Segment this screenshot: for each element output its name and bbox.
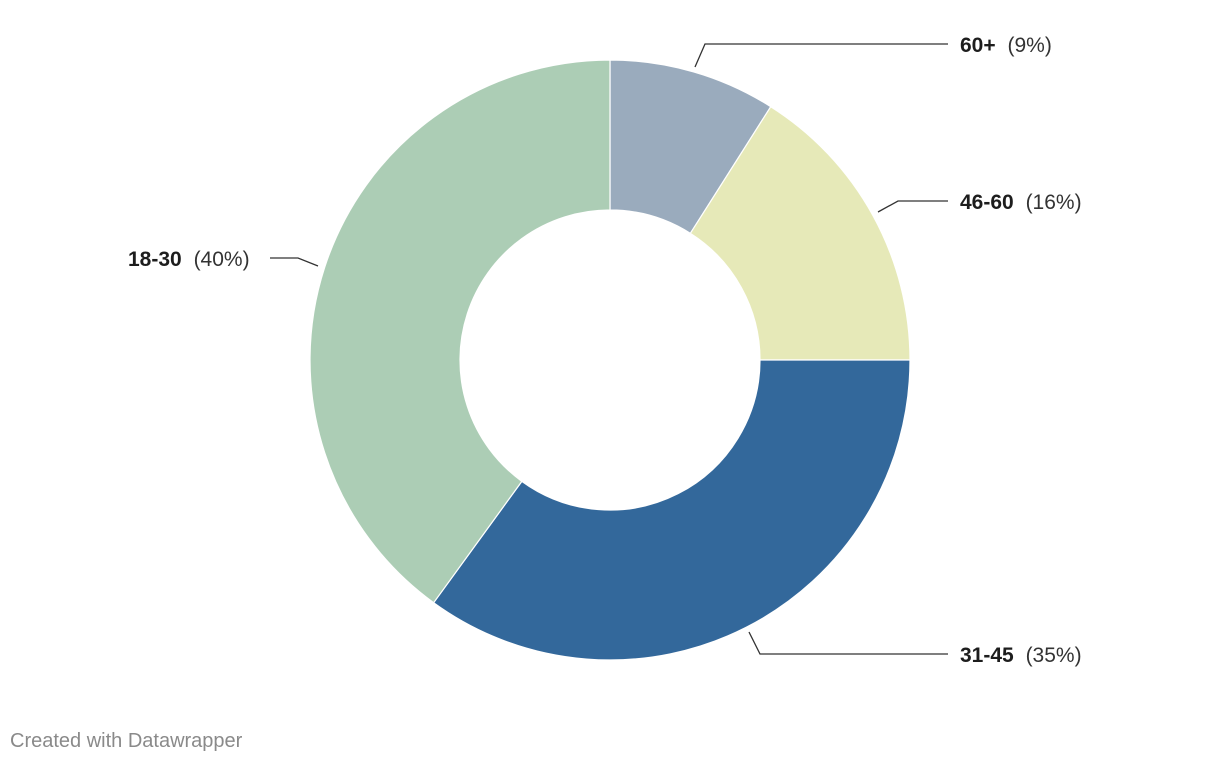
label-31-45: 31-45 (35%) bbox=[960, 644, 1082, 667]
leader-line-60plus bbox=[694, 43, 948, 68]
label-31-45-name: 31-45 bbox=[960, 644, 1014, 667]
slice-18-30 bbox=[309, 59, 611, 604]
label-18-30-pct: (40%) bbox=[194, 248, 250, 271]
label-46-60-pct: (16%) bbox=[1026, 191, 1082, 214]
footer-credit: Created with Datawrapper bbox=[10, 730, 243, 752]
slice-46-60 bbox=[689, 105, 911, 361]
label-60plus-name: 60+ bbox=[960, 34, 996, 57]
slices-group bbox=[309, 59, 911, 661]
label-31-45-pct: (35%) bbox=[1026, 644, 1082, 667]
leader-line-31-45 bbox=[748, 631, 948, 655]
label-18-30-name: 18-30 bbox=[128, 248, 182, 271]
label-46-60: 46-60 (16%) bbox=[960, 191, 1082, 214]
label-18-30: 18-30 (40%) bbox=[128, 248, 250, 271]
leader-line-46-60 bbox=[877, 200, 948, 213]
label-46-60-name: 46-60 bbox=[960, 191, 1014, 214]
label-60plus-pct: (9%) bbox=[1007, 34, 1051, 57]
slice-31-45 bbox=[432, 359, 911, 661]
label-60plus: 60+ (9%) bbox=[960, 34, 1052, 57]
leader-line-18-30 bbox=[270, 257, 319, 267]
